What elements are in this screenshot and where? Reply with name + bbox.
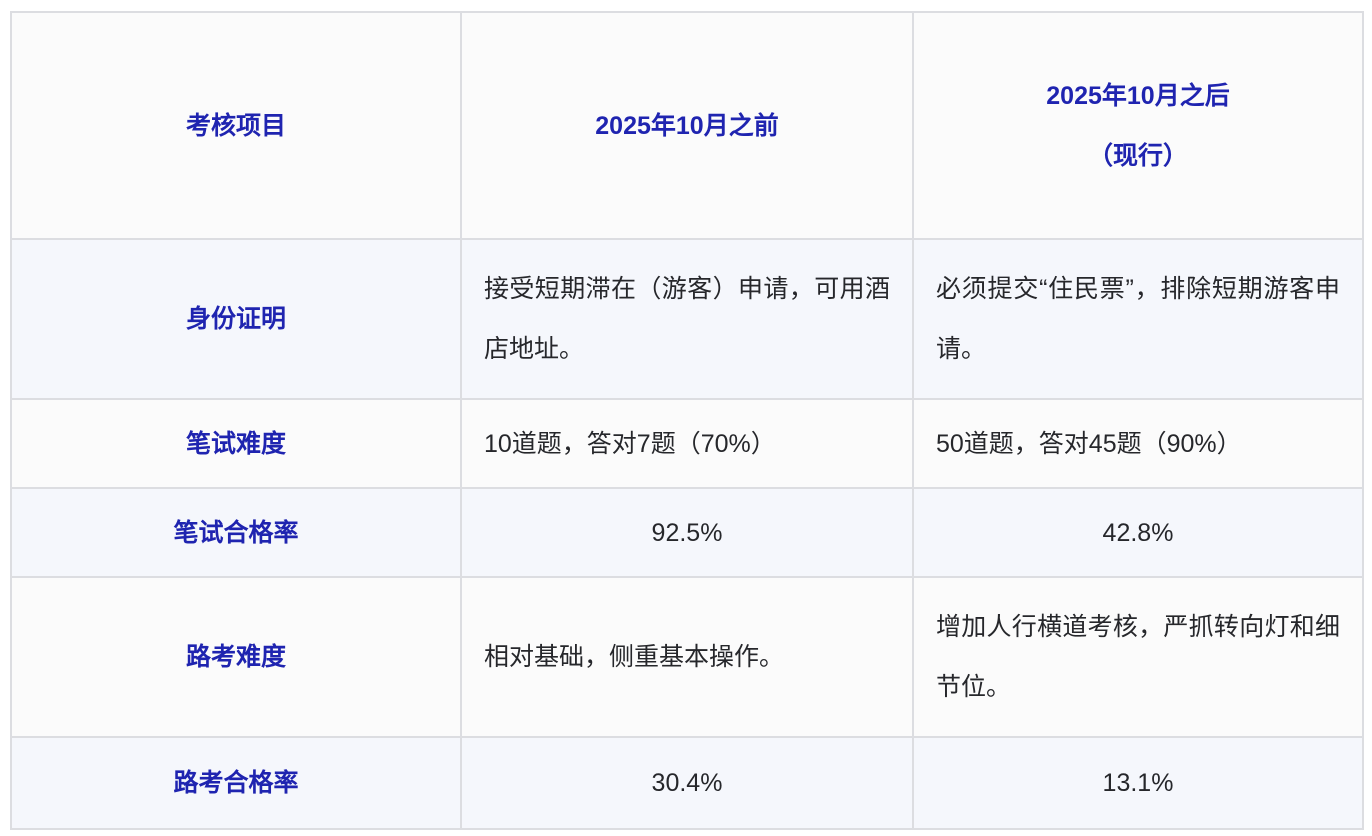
table-row-road-difficulty: 路考难度 相对基础，侧重基本操作。 增加人行横道考核，严抓转向灯和细节位。 xyxy=(10,576,1364,738)
cell-written-difficulty-after: 50道题，答对45题（90%） xyxy=(912,398,1364,489)
cell-identity-before: 接受短期滞在（游客）申请，可用酒店地址。 xyxy=(460,238,914,400)
row-label-written-difficulty: 笔试难度 xyxy=(10,398,462,489)
cell-road-pass-rate-after: 13.1% xyxy=(912,736,1364,830)
row-label-identity: 身份证明 xyxy=(10,238,462,400)
table-row-written-difficulty: 笔试难度 10道题，答对7题（70%） 50道题，答对45题（90%） xyxy=(10,398,1364,489)
row-label-written-pass-rate: 笔试合格率 xyxy=(10,487,462,578)
cell-road-pass-rate-before: 30.4% xyxy=(460,736,914,830)
table-row-road-pass-rate: 路考合格率 30.4% 13.1% xyxy=(10,736,1364,830)
comparison-table: 考核项目 2025年10月之前 2025年10月之后 （现行） 身份证明 接受短… xyxy=(10,11,1364,830)
header-row: 考核项目 2025年10月之前 2025年10月之后 （现行） xyxy=(10,11,1364,240)
header-cell-before: 2025年10月之前 xyxy=(460,11,914,240)
row-label-road-pass-rate: 路考合格率 xyxy=(10,736,462,830)
table-row-written-pass-rate: 笔试合格率 92.5% 42.8% xyxy=(10,487,1364,578)
cell-written-pass-rate-before: 92.5% xyxy=(460,487,914,578)
cell-identity-after: 必须提交“住民票”，排除短期游客申请。 xyxy=(912,238,1364,400)
cell-road-difficulty-before: 相对基础，侧重基本操作。 xyxy=(460,576,914,738)
row-label-road-difficulty: 路考难度 xyxy=(10,576,462,738)
cell-written-difficulty-before: 10道题，答对7题（70%） xyxy=(460,398,914,489)
header-after-line2: （现行） xyxy=(1087,141,1188,170)
cell-road-difficulty-after: 增加人行横道考核，严抓转向灯和细节位。 xyxy=(912,576,1364,738)
cell-written-pass-rate-after: 42.8% xyxy=(912,487,1364,578)
header-cell-item: 考核项目 xyxy=(10,11,462,240)
header-after-line1: 2025年10月之后 xyxy=(1046,81,1230,110)
table-row-identity: 身份证明 接受短期滞在（游客）申请，可用酒店地址。 必须提交“住民票”，排除短期… xyxy=(10,238,1364,400)
header-cell-after: 2025年10月之后 （现行） xyxy=(912,11,1364,240)
